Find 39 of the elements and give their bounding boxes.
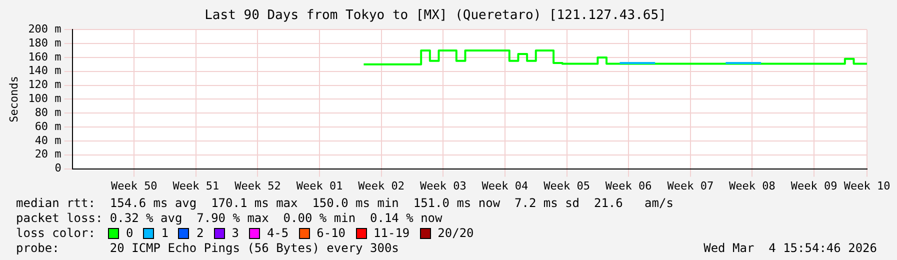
x-tick-label: Week 08 [729,179,776,192]
x-tick-label: Week 52 [234,179,281,192]
legend-title: loss color: [16,226,96,241]
x-tick-label: Week 01 [296,179,343,192]
y-tick-label: 40 m [34,134,62,147]
y-tick-label: 100 m [28,92,62,106]
y-tick-label: 120 m [28,78,62,92]
text: probe: 20 ICMP Echo Pings (56 Bytes) every 300s [16,241,399,256]
legend-label: 11-19 [374,226,410,241]
x-tick-label: Week 09 [790,179,838,192]
text: Wed Mar 4 15:54:46 2026 [704,241,877,256]
y-tick-label: 200 m [28,22,62,36]
legend-label: 1 [161,226,168,241]
y-tick-label: 180 m [28,36,62,50]
x-tick-label: Week 10 [844,179,890,192]
y-tick-label: 140 m [28,64,62,78]
chart-title: Last 90 Days from Tokyo to [MX] (Queretaro) [121.127.43.65] [204,8,666,24]
x-tick-label: Week 04 [482,179,529,192]
text: packet loss: 0.32 % avg 7.90 % max 0.00 % min 0.14 % now [16,211,444,226]
legend-label: 3 [232,226,239,241]
y-axis-title: Seconds [7,76,20,122]
y-tick-label: 60 m [34,120,62,133]
x-tick-label: Week 05 [544,179,590,192]
legend-label: 2 [196,226,204,241]
x-tick-label: Week 07 [667,179,714,192]
x-tick-label: Week 51 [172,179,220,192]
y-tick-label: 20 m [34,148,62,161]
legend-label: 4-5 [266,226,289,241]
x-tick-label: Week 02 [358,179,405,192]
legend-label: 20/20 [438,226,474,241]
legend-label: 6-10 [316,226,346,241]
y-tick-label: 80 m [34,106,62,119]
text: median rtt: 154.6 ms avg 170.1 ms max 150.0 ms min 151.0 ms now 7.2 ms sd 21.6 am/s [16,196,674,211]
x-tick-label: Week 06 [605,179,652,192]
y-tick-label: 0 [54,162,62,175]
y-tick-label: 160 m [28,50,62,64]
legend-label: 0 [126,226,134,241]
x-tick-label: Week 03 [420,179,466,192]
x-tick-label: Week 50 [110,179,158,192]
